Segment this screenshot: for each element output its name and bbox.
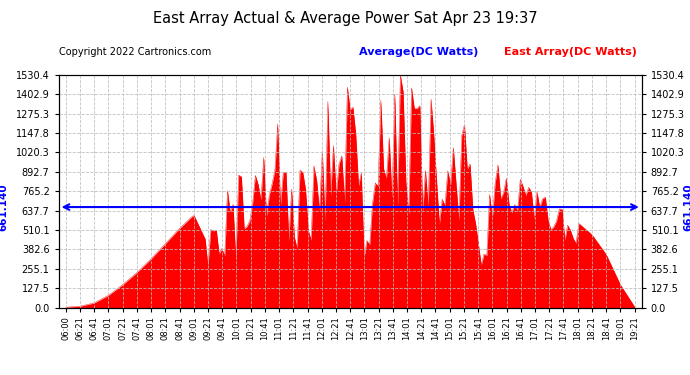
Text: 661.140: 661.140 — [0, 183, 8, 231]
Text: Average(DC Watts): Average(DC Watts) — [359, 47, 478, 57]
Text: Copyright 2022 Cartronics.com: Copyright 2022 Cartronics.com — [59, 47, 211, 57]
Text: East Array(DC Watts): East Array(DC Watts) — [504, 47, 637, 57]
Text: East Array Actual & Average Power Sat Apr 23 19:37: East Array Actual & Average Power Sat Ap… — [152, 11, 538, 26]
Text: 661.140: 661.140 — [683, 183, 690, 231]
